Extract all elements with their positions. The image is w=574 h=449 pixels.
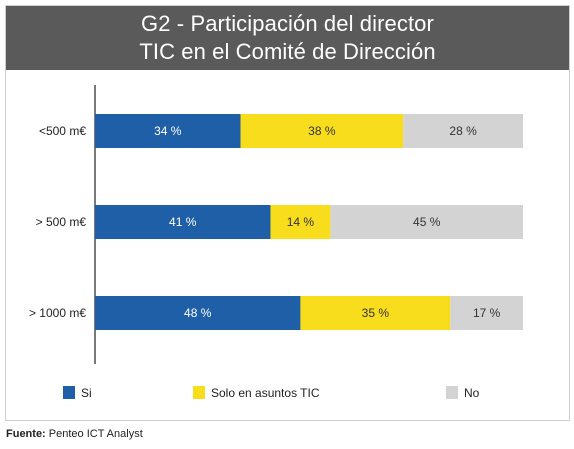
legend-swatch bbox=[193, 386, 205, 399]
category-label: <500 m€ bbox=[39, 124, 86, 138]
bar-segment bbox=[95, 296, 301, 330]
bar-segment bbox=[300, 296, 451, 330]
data-label: 41 % bbox=[169, 215, 197, 229]
source-label: Fuente: bbox=[6, 428, 46, 440]
bar-segment bbox=[240, 114, 404, 148]
data-label: 14 % bbox=[287, 215, 315, 229]
category-label: > 1000 m€ bbox=[29, 306, 86, 320]
data-label: 17 % bbox=[473, 306, 501, 320]
legend-label: Solo en asuntos TIC bbox=[211, 386, 320, 400]
data-label: 48 % bbox=[184, 306, 212, 320]
data-label: 28 % bbox=[449, 124, 477, 138]
chart-title-bar: G2 - Participación del director TIC en e… bbox=[6, 6, 569, 70]
bar-segment bbox=[95, 205, 271, 239]
legend-label: Si bbox=[81, 386, 92, 400]
legend-label: No bbox=[464, 386, 480, 400]
bar-segment bbox=[403, 114, 523, 148]
chart-title-line-1: G2 - Participación del director bbox=[141, 11, 434, 36]
bar-segment bbox=[95, 114, 241, 148]
bar-segment bbox=[450, 296, 523, 330]
data-label: 38 % bbox=[308, 124, 336, 138]
bar-segment bbox=[270, 205, 331, 239]
category-label: > 500 m€ bbox=[36, 215, 87, 229]
data-label: 45 % bbox=[413, 215, 441, 229]
data-label: 34 % bbox=[154, 124, 182, 138]
source-note: Fuente: Penteo ICT Analyst bbox=[6, 428, 143, 440]
data-label: 35 % bbox=[362, 306, 390, 320]
source-text: Penteo ICT Analyst bbox=[45, 428, 143, 440]
bar-segment bbox=[330, 205, 523, 239]
legend-swatch bbox=[63, 386, 75, 399]
stacked-bar-chart: <500 m€ 34 % 38 % 28 % > 500 m€ 41 % 14 % 45 % >… bbox=[29, 85, 523, 400]
legend-swatch bbox=[446, 386, 458, 399]
chart-title-line-2: TIC en el Comité de Dirección bbox=[139, 39, 436, 64]
